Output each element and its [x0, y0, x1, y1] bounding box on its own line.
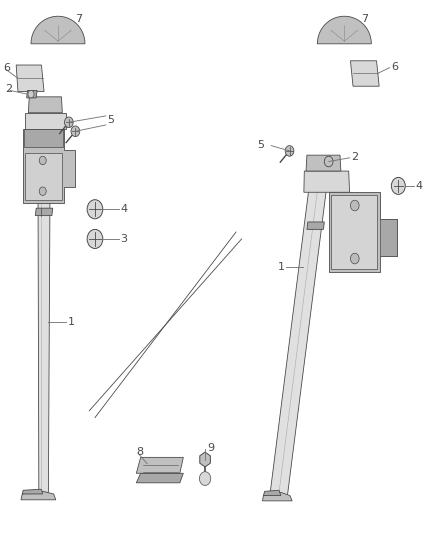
Text: 4: 4: [120, 204, 128, 214]
Circle shape: [71, 126, 80, 136]
Polygon shape: [28, 97, 62, 113]
Text: 7: 7: [361, 14, 368, 25]
Text: 1: 1: [278, 262, 285, 271]
Polygon shape: [307, 222, 324, 229]
Text: 8: 8: [136, 447, 143, 457]
Circle shape: [87, 229, 103, 248]
Polygon shape: [262, 492, 292, 501]
Circle shape: [199, 472, 211, 486]
Text: 4: 4: [416, 181, 423, 191]
Polygon shape: [22, 489, 43, 494]
Circle shape: [285, 146, 294, 156]
Text: 5: 5: [257, 140, 264, 150]
Polygon shape: [331, 196, 378, 269]
Polygon shape: [38, 166, 50, 492]
Polygon shape: [318, 17, 371, 44]
Polygon shape: [380, 219, 397, 256]
Polygon shape: [328, 192, 397, 272]
Text: 5: 5: [108, 115, 115, 125]
Polygon shape: [21, 491, 56, 500]
Polygon shape: [200, 452, 210, 467]
Circle shape: [324, 156, 333, 167]
Circle shape: [28, 91, 34, 98]
Circle shape: [39, 156, 46, 165]
Circle shape: [350, 200, 359, 211]
Circle shape: [64, 117, 73, 127]
Polygon shape: [23, 128, 75, 203]
Text: 2: 2: [351, 152, 358, 161]
Polygon shape: [350, 61, 379, 86]
Text: 2: 2: [5, 84, 12, 94]
Polygon shape: [304, 171, 350, 192]
Polygon shape: [270, 159, 330, 497]
Circle shape: [39, 187, 46, 196]
Text: 6: 6: [391, 62, 398, 71]
Polygon shape: [35, 208, 53, 216]
Polygon shape: [27, 91, 37, 98]
Polygon shape: [136, 473, 184, 483]
Polygon shape: [136, 457, 184, 473]
Circle shape: [391, 177, 405, 195]
Text: 7: 7: [75, 14, 82, 25]
Text: 9: 9: [207, 443, 214, 453]
Polygon shape: [24, 128, 63, 147]
Circle shape: [350, 253, 359, 264]
Text: 1: 1: [67, 317, 74, 327]
Polygon shape: [306, 155, 341, 171]
Text: 3: 3: [120, 234, 127, 244]
Text: 6: 6: [4, 63, 11, 73]
Polygon shape: [25, 152, 62, 200]
Polygon shape: [16, 65, 44, 92]
Polygon shape: [25, 113, 66, 128]
Polygon shape: [31, 17, 85, 44]
Circle shape: [87, 200, 103, 219]
Polygon shape: [263, 490, 281, 496]
